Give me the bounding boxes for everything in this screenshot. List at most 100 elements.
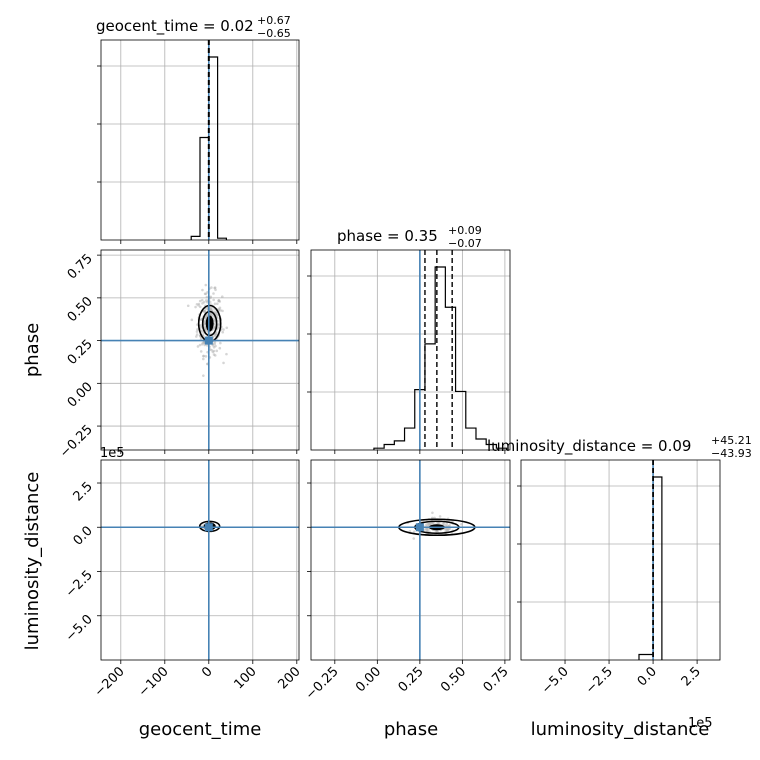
sample-point (197, 302, 201, 306)
panel-geocent-time-hist (97, 39, 300, 244)
sample-point (221, 309, 224, 313)
sample-point (216, 313, 219, 317)
sample-point (412, 530, 416, 533)
sample-point (202, 374, 205, 377)
sample-point (213, 340, 217, 344)
sample-point (445, 522, 449, 526)
plot-area (101, 250, 299, 450)
sample-point (214, 288, 217, 292)
sample-point (209, 295, 213, 299)
sample-point (195, 333, 199, 336)
xlabel-luminosity-distance: luminosity_distance (531, 719, 710, 740)
sample-point (213, 354, 217, 357)
sample-point (205, 362, 209, 366)
sample-point (213, 302, 217, 306)
tick-label-x: −100 (136, 664, 172, 700)
sample-point (201, 302, 204, 305)
sample-point (203, 325, 207, 329)
panel-luminosity-distance-vs-phase: −0.25 0.00 0.25 0.50 0.75 (303, 459, 512, 703)
sample-point (217, 299, 220, 302)
sample-point (196, 328, 199, 331)
ylabel-phase: phase (22, 323, 43, 377)
sample-point (199, 350, 203, 353)
tick-label-x: 100 (231, 664, 259, 692)
sample-point (200, 318, 203, 321)
sample-point (210, 286, 213, 289)
panel-frame (100, 249, 300, 451)
panel-luminosity-distance-hist: −5.0 −2.5 0.0 2.5 (517, 459, 721, 697)
sample-point (215, 349, 219, 353)
sample-point (220, 295, 224, 299)
panel-phase-hist (307, 249, 511, 454)
tick-label-y: 0.50 (65, 294, 96, 325)
sample-point (186, 304, 190, 308)
sample-point (219, 309, 222, 312)
sample-point (222, 328, 225, 331)
ylabel-luminosity-distance: luminosity_distance (22, 472, 43, 651)
sample-point (205, 344, 209, 347)
sample-point (199, 337, 203, 341)
sample-point (431, 511, 434, 515)
offset-label-luminosity-distance-y: 1e5 (100, 446, 125, 461)
sample-point (213, 319, 217, 322)
sample-point (219, 341, 222, 345)
sample-point (438, 515, 442, 518)
panel-frame (100, 459, 300, 661)
title-geocent-time: geocent_time = 0.02 (96, 17, 254, 36)
tick-label-x: −5.0 (539, 664, 572, 697)
tick-label-x: 0.0 (635, 664, 660, 689)
sample-point (204, 299, 208, 302)
title-luminosity-distance-plus: +45.21 (711, 434, 752, 447)
sample-point (198, 299, 202, 303)
sample-point (209, 307, 212, 310)
truth-marker (415, 523, 424, 532)
title-phase-minus: −0.07 (448, 237, 482, 250)
sample-point (199, 323, 203, 327)
title-geocent-time-plus: +0.67 (257, 14, 291, 27)
tick-label-x: 0.00 (353, 664, 384, 695)
title-geocent-time-minus: −0.65 (257, 27, 291, 40)
tick-label-x: −2.5 (583, 664, 616, 697)
sample-point (221, 330, 225, 334)
contour-level (201, 310, 218, 337)
sample-point (460, 522, 463, 526)
sample-point (204, 292, 208, 296)
tick-label-x: 0.25 (396, 664, 427, 695)
tick-label-y: 2.5 (71, 479, 96, 504)
title-phase-plus: +0.09 (448, 224, 482, 237)
tick-label-x: 200 (275, 664, 303, 692)
sample-point (212, 292, 215, 295)
truth-marker (204, 523, 213, 532)
sample-point (214, 344, 217, 348)
sample-point (425, 528, 429, 532)
tick-label-y: 0.75 (65, 251, 96, 282)
sample-point (225, 326, 229, 330)
plot-area (311, 460, 510, 660)
plot-area (638, 460, 663, 660)
sample-point (211, 350, 215, 354)
sample-point (200, 298, 204, 302)
sample-point (203, 310, 207, 314)
panel-luminosity-distance-vs-geocent-time: −200 −100 0 100 200 −5.0 −2.5 0.0 2.5 (63, 459, 304, 700)
truth-marker (204, 336, 213, 345)
sample-point (202, 357, 205, 361)
plot-area (373, 250, 508, 450)
xlabel-geocent-time: geocent_time (139, 719, 262, 740)
panel-frame (310, 459, 511, 661)
plot-area (101, 460, 299, 660)
sample-point (201, 288, 204, 292)
sample-point (412, 537, 416, 540)
sample-point (426, 523, 430, 527)
offset-label-luminosity-distance-x: 1e5 (688, 716, 713, 731)
sample-point (194, 335, 198, 338)
sample-point (204, 355, 208, 358)
title-luminosity-distance: luminosity_distance = 0.09 (487, 437, 691, 456)
sample-point (190, 318, 194, 322)
sample-point (408, 529, 412, 533)
sample-point (209, 312, 212, 315)
title-luminosity-distance-minus: −43.93 (711, 447, 752, 460)
histogram-luminosity_distance (638, 476, 663, 660)
contour-level (198, 520, 221, 533)
sample-point (196, 345, 200, 348)
